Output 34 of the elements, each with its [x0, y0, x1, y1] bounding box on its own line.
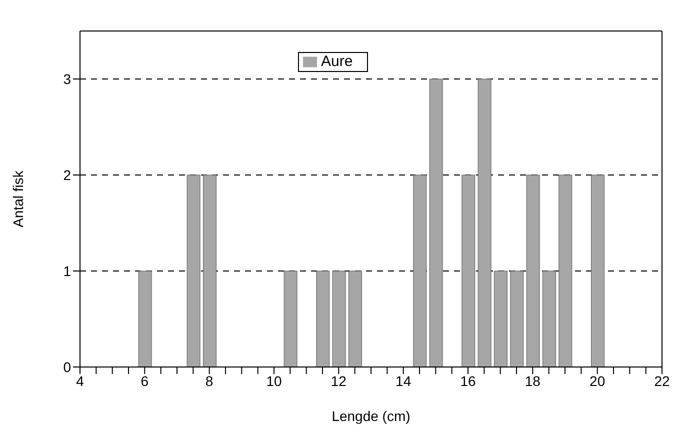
bar: [138, 270, 152, 367]
x-tick-label: 4: [76, 372, 84, 389]
x-tick-label: 14: [396, 372, 412, 389]
bar: [478, 78, 492, 367]
bar: [332, 270, 346, 367]
x-tick-label: 22: [654, 372, 670, 389]
x-tick-label: 12: [330, 372, 347, 389]
bar: [462, 174, 476, 367]
y-axis-title: Antal fisk: [10, 170, 26, 228]
bar: [510, 270, 524, 367]
bar: [494, 270, 508, 367]
bar: [526, 174, 540, 367]
x-tick-label: 16: [460, 372, 476, 389]
y-tick-label: 0: [63, 358, 72, 375]
bar: [284, 270, 298, 367]
x-axis-title: Lengde (cm): [332, 408, 410, 424]
bar: [203, 174, 216, 367]
y-tick-label: 1: [63, 262, 72, 279]
y-tick-label: 2: [63, 166, 72, 183]
y-tick-label: 3: [63, 70, 72, 87]
bar: [591, 174, 604, 367]
bar: [186, 174, 200, 367]
bar: [413, 174, 427, 367]
bar: [429, 78, 443, 367]
bar: [316, 270, 330, 367]
bar: [542, 270, 556, 367]
x-tick-label: 8: [205, 372, 214, 389]
x-tick-label: 10: [266, 372, 282, 389]
x-tick-label: 18: [524, 372, 541, 389]
legend-label: Aure: [321, 53, 353, 70]
x-tick-label: 6: [140, 372, 149, 389]
bar: [348, 270, 362, 367]
x-tick-label: 20: [590, 372, 606, 389]
bar: [558, 174, 572, 367]
